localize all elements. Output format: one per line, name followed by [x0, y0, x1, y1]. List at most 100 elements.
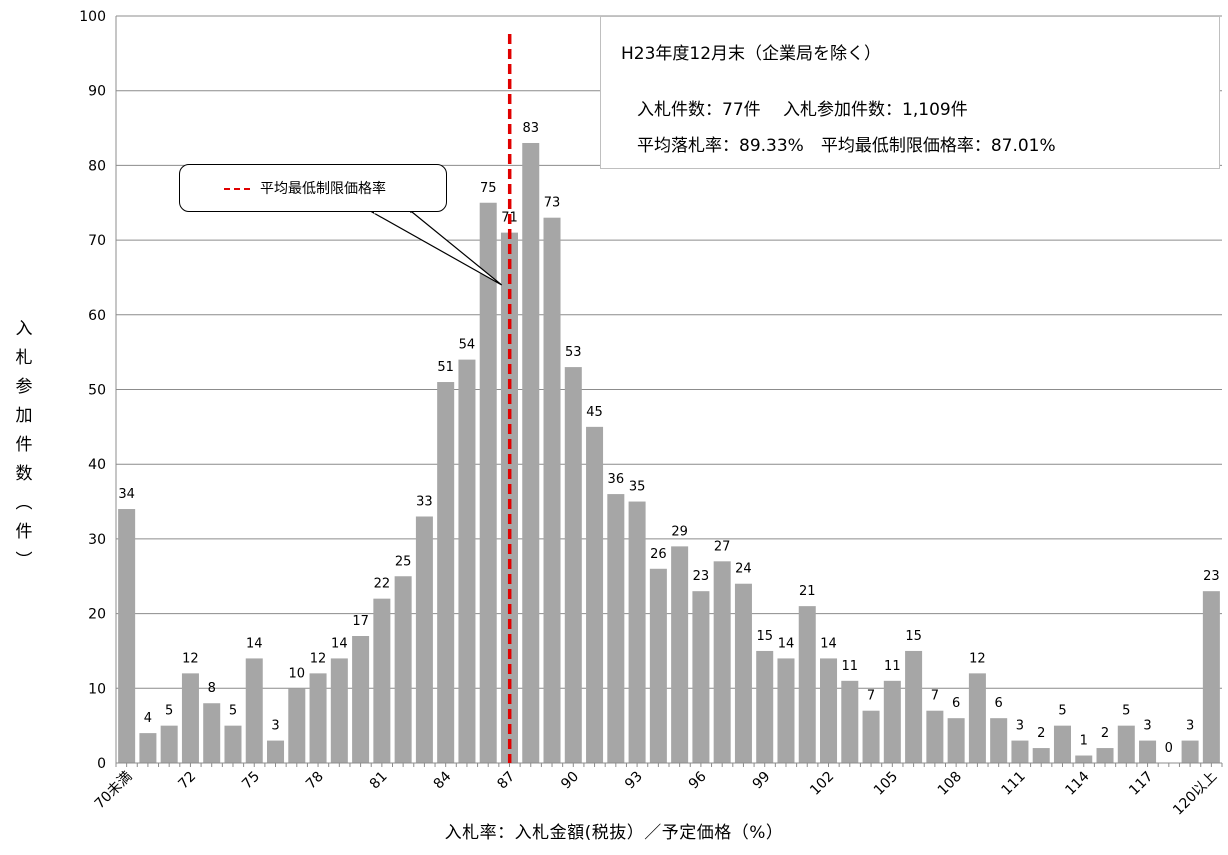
- bar: [798, 606, 816, 763]
- bar: [926, 710, 944, 763]
- y-tick-label: 80: [88, 158, 106, 174]
- value-label: 3: [271, 719, 279, 734]
- y-tick-labels: 0 10 20 30 40 50 60 70 80 90 100: [79, 9, 106, 772]
- bar: [1117, 725, 1135, 763]
- value-label: 34: [118, 487, 135, 502]
- bar: [862, 710, 880, 763]
- bar: [841, 680, 859, 763]
- value-label: 5: [1058, 704, 1066, 719]
- value-label: 17: [352, 614, 369, 629]
- bar: [671, 546, 689, 763]
- y-tick-label: 60: [88, 308, 106, 324]
- value-label: 2: [1101, 726, 1109, 741]
- bar: [330, 658, 348, 763]
- value-label: 5: [1122, 704, 1130, 719]
- value-label: 21: [799, 584, 816, 599]
- y-tick-label: 20: [88, 607, 106, 623]
- x-tick-label: 75: [239, 769, 263, 793]
- bar: [118, 509, 136, 763]
- value-label: 83: [522, 121, 539, 136]
- value-label: 12: [310, 651, 327, 666]
- x-tick-label: 105: [871, 769, 901, 799]
- bar: [1011, 740, 1029, 763]
- bar: [734, 583, 752, 763]
- value-label: 14: [331, 636, 348, 651]
- y-axis-label-char: 入: [15, 319, 33, 339]
- value-label: 23: [1203, 569, 1220, 584]
- y-axis-label: 入札参加件数 ︵ 件 ︶: [12, 315, 36, 576]
- x-tick-label: 111: [999, 769, 1029, 799]
- value-label: 14: [778, 636, 795, 651]
- bar: [288, 688, 306, 763]
- legend-dash-swatch: [224, 188, 250, 190]
- x-tick-label: 78: [303, 769, 327, 793]
- y-axis-label-char: 加: [15, 406, 33, 426]
- bar: [458, 359, 476, 763]
- x-tick-label: 90: [558, 769, 582, 793]
- bar: [160, 725, 178, 763]
- value-label: 4: [144, 711, 152, 726]
- value-label: 73: [544, 196, 561, 211]
- x-axis-label: 入札率：入札金額(税抜）／予定価格（%）: [444, 823, 784, 843]
- y-axis-label-char: 参: [15, 377, 33, 397]
- value-label: 23: [693, 569, 710, 584]
- value-label: 53: [565, 345, 582, 360]
- bar: [883, 680, 901, 763]
- value-label: 22: [374, 577, 391, 592]
- value-label: 1: [1080, 734, 1088, 749]
- bar: [543, 217, 561, 763]
- y-axis-label-char: ︶: [15, 551, 33, 571]
- x-tick-label: 96: [686, 768, 710, 792]
- bar: [139, 733, 157, 763]
- bar: [352, 636, 370, 763]
- bar: [564, 367, 582, 763]
- bar: [1096, 748, 1114, 763]
- value-label: 3: [1143, 719, 1151, 734]
- bar: [373, 598, 391, 763]
- y-tick-label: 10: [88, 681, 106, 697]
- bar: [1202, 591, 1220, 763]
- x-tick-label: 70未満: [92, 769, 136, 813]
- bar: [1139, 740, 1157, 763]
- value-label: 29: [671, 524, 688, 539]
- y-tick-label: 100: [79, 9, 106, 25]
- y-axis-label-char: 件: [15, 435, 33, 455]
- value-label: 33: [416, 494, 433, 509]
- x-tick-label: 99: [750, 769, 774, 793]
- bar: [415, 516, 433, 763]
- bar: [267, 740, 285, 763]
- bar: [309, 673, 327, 763]
- info-box-line2: 平均落札率：89.33% 平均最低制限価格率：87.01%: [637, 136, 1056, 156]
- y-axis-label-char: 件: [15, 522, 33, 542]
- x-tick-label: 117: [1126, 769, 1156, 799]
- bar: [245, 658, 263, 763]
- x-tick-label: 114: [1062, 768, 1092, 798]
- bar: [777, 658, 795, 763]
- y-tick-label: 0: [97, 756, 106, 772]
- bar: [1181, 740, 1199, 763]
- legend: 平均最低制限価格率: [179, 164, 447, 212]
- value-label: 12: [969, 651, 986, 666]
- legend-callout-pointer: [369, 210, 503, 286]
- bar: [628, 501, 646, 763]
- value-label: 12: [182, 651, 199, 666]
- bar: [224, 725, 242, 763]
- bar: [522, 142, 540, 764]
- y-tick-label: 50: [88, 383, 106, 399]
- value-label: 0: [1165, 741, 1173, 756]
- bar: [1075, 755, 1093, 763]
- value-label: 7: [931, 689, 939, 704]
- bar: [990, 718, 1008, 763]
- info-box-line1: 入札件数：77件 入札参加件数：1,109件: [637, 100, 968, 120]
- y-tick-label: 30: [88, 532, 106, 548]
- y-tick-label: 90: [88, 84, 106, 100]
- info-box: H23年度12月末（企業局を除く） 入札件数：77件 入札参加件数：1,109件…: [600, 16, 1220, 169]
- x-tick-labels: 70未満 72 75 78 81 84 87 90 93 96 99 102 105 108 111 114 1…: [92, 768, 1220, 818]
- value-label: 27: [714, 539, 731, 554]
- value-label: 15: [756, 629, 773, 644]
- value-label: 11: [842, 659, 859, 674]
- bar: [756, 650, 774, 763]
- bar: [905, 650, 923, 763]
- value-label: 2: [1037, 726, 1045, 741]
- value-label: 14: [246, 636, 263, 651]
